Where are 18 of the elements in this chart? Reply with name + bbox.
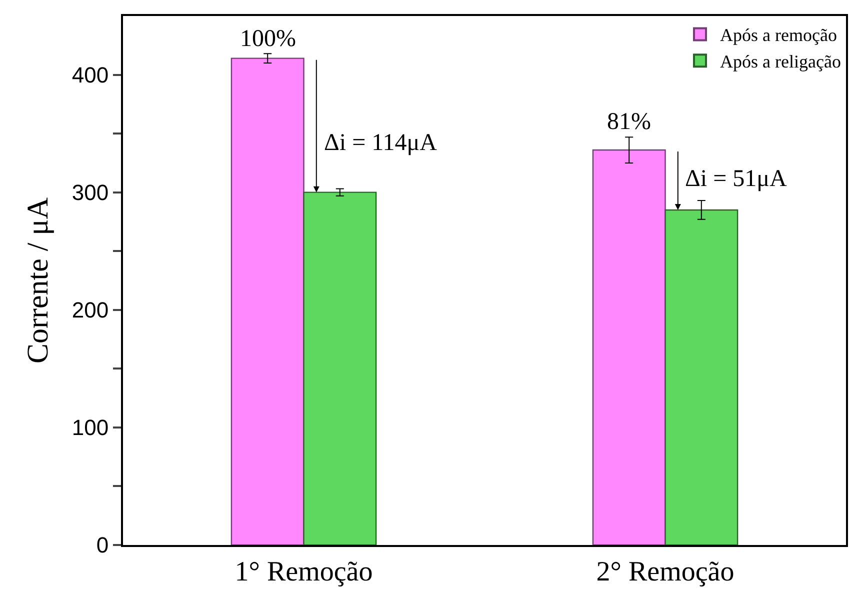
x-tick-label: 1° Remoção xyxy=(234,556,373,588)
y-axis-title: Corrente / μA xyxy=(21,197,54,364)
bar xyxy=(592,149,666,545)
y-tick-label: 100 xyxy=(72,415,109,440)
annotation: 81% xyxy=(607,109,651,135)
y-tick-label: 400 xyxy=(72,62,109,88)
y-tick-label: 300 xyxy=(72,180,109,206)
bar xyxy=(664,209,738,545)
bar xyxy=(230,58,304,545)
annotation: Δi = 51μA xyxy=(685,166,788,192)
legend-label: Após a religação xyxy=(720,52,841,72)
y-tick-label: 0 xyxy=(96,532,109,558)
x-tick-label: 2° Remoção xyxy=(596,556,734,588)
y-tick-label: 200 xyxy=(72,298,109,323)
bar xyxy=(303,192,377,545)
annotation: Δi = 114μA xyxy=(324,130,438,156)
annotation: 100% xyxy=(240,26,296,52)
legend-label: Após a remoção xyxy=(720,25,837,46)
